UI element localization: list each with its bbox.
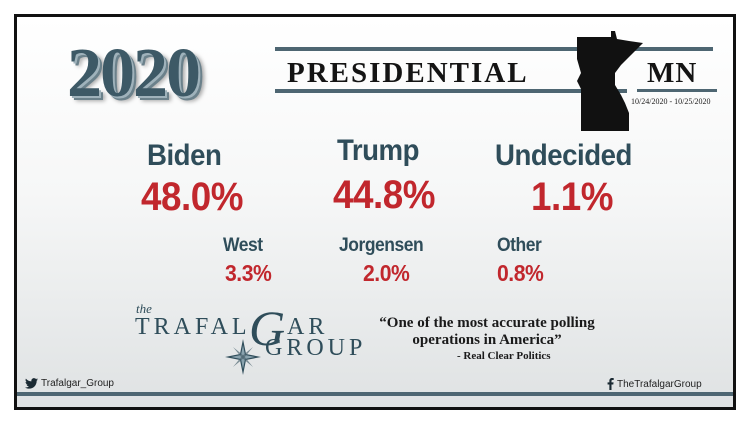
candidate-pct-biden: 48.0%: [141, 175, 244, 219]
minnesota-silhouette-icon: [577, 31, 643, 131]
logo-group: GROUP: [265, 335, 367, 361]
logo-the: the: [136, 301, 152, 316]
quote-line-2: operations in America”: [412, 332, 562, 348]
candidate-name-west: West: [223, 235, 263, 256]
quote-source: - Real Clear Politics: [457, 350, 551, 362]
logo-ar: AR: [287, 314, 328, 341]
candidate-pct-west: 3.3%: [225, 260, 272, 286]
logo-trafalgar: TRAFAL: [135, 314, 251, 341]
candidate-name-other: Other: [497, 235, 542, 256]
facebook-handle[interactable]: TheTrafalgarGroup: [607, 378, 702, 390]
quote-line-1: “One of the most accurate polling: [379, 315, 595, 331]
year-title: 2020: [67, 35, 201, 112]
state-code: MN: [647, 57, 698, 89]
twitter-handle-text: Trafalgar_Group: [41, 378, 114, 389]
twitter-handle[interactable]: Trafalgar_Group: [25, 378, 114, 389]
logo-trafal: TRAFAL: [135, 314, 251, 340]
facebook-handle-text: TheTrafalgarGroup: [617, 378, 702, 390]
candidate-name-biden: Biden: [147, 139, 222, 172]
presidential-title: PRESIDENTIAL: [287, 57, 529, 89]
header-bar-right-bottom: [637, 89, 717, 92]
logo-ar-text: AR: [287, 314, 329, 340]
candidate-name-undecided: Undecided: [495, 139, 632, 172]
candidate-pct-jorgensen: 2.0%: [363, 260, 410, 286]
facebook-icon: [607, 378, 614, 390]
candidate-pct-trump: 44.8%: [333, 173, 436, 217]
poll-graphic-frame: 2020 PRESIDENTIAL MN 10/24/2020 - 10/25/…: [14, 14, 736, 410]
logo-g-letter: G: [249, 300, 286, 356]
compass-rose-icon: [225, 339, 261, 375]
candidate-name-jorgensen: Jorgensen: [339, 235, 424, 256]
candidate-name-trump: Trump: [337, 134, 420, 167]
footer-bar: [17, 392, 733, 396]
candidate-pct-other: 0.8%: [497, 260, 544, 286]
poll-dates: 10/24/2020 - 10/25/2020: [631, 97, 711, 106]
twitter-icon: [25, 378, 38, 389]
header-bar-bottom: [275, 89, 627, 93]
candidate-pct-undecided: 1.1%: [531, 175, 614, 219]
header-bar-top: [275, 47, 713, 51]
